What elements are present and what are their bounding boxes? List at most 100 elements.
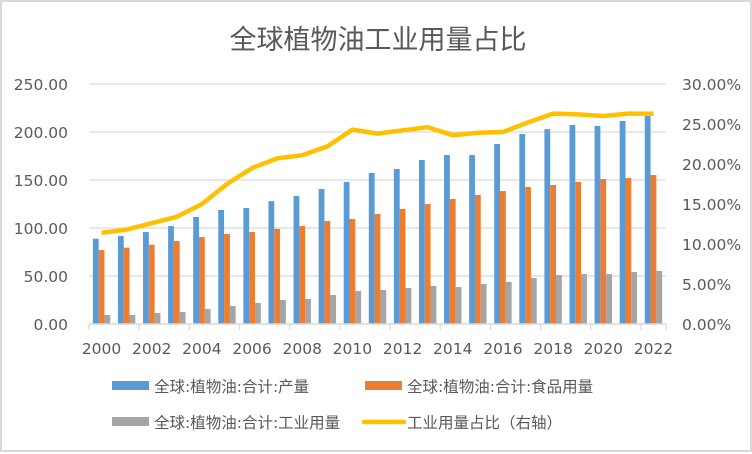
bar-industrial-use bbox=[581, 274, 587, 324]
bar-production bbox=[595, 126, 601, 324]
bar-industrial-use bbox=[330, 295, 336, 324]
bar-production bbox=[444, 155, 450, 324]
bar-industrial-use bbox=[405, 288, 411, 324]
x-axis-labels: 2000 2002 2004 2006 2008 2010 2012 2014 2016 2018… bbox=[82, 340, 673, 358]
y-tick-label: 250.00 bbox=[14, 76, 68, 94]
bar-production bbox=[93, 239, 99, 324]
x-tick-label: 2014 bbox=[433, 340, 472, 358]
legend-label: 全球:植物油:合计:产量 bbox=[154, 378, 309, 396]
bar-industrial-use bbox=[431, 286, 437, 324]
bar-food-use bbox=[224, 234, 230, 324]
bar-industrial-use bbox=[506, 282, 512, 324]
legend-swatch bbox=[365, 381, 402, 390]
bar-production bbox=[193, 217, 199, 324]
bar-food-use bbox=[350, 219, 356, 324]
bar-production bbox=[319, 189, 325, 324]
bar-food-use bbox=[575, 182, 581, 324]
x-tick-label: 2000 bbox=[82, 340, 121, 358]
bar-food-use bbox=[324, 221, 330, 324]
y2-tick-label: 30.00% bbox=[682, 76, 741, 94]
bar-industrial-use bbox=[631, 272, 637, 324]
bar-industrial-use bbox=[230, 306, 236, 324]
bar-industrial-use bbox=[456, 287, 462, 324]
bar-food-use bbox=[500, 191, 506, 324]
bar-industrial-use bbox=[130, 315, 136, 324]
x-tick-label: 2018 bbox=[533, 340, 572, 358]
legend-item: 全球:植物油:合计:工业用量 bbox=[112, 414, 340, 432]
bar-industrial-use bbox=[355, 291, 361, 324]
bar-production bbox=[620, 121, 626, 324]
bar-production bbox=[118, 236, 124, 324]
bar-food-use bbox=[425, 204, 431, 324]
bar-industrial-use bbox=[180, 312, 186, 324]
bar-food-use bbox=[600, 179, 606, 324]
bar-production bbox=[168, 226, 174, 324]
bar-production bbox=[344, 182, 350, 324]
bar-production bbox=[294, 196, 300, 324]
y-tick-label: 150.00 bbox=[14, 172, 68, 190]
bar-food-use bbox=[149, 245, 155, 324]
x-tick-label: 2020 bbox=[584, 340, 623, 358]
bar-production bbox=[645, 116, 651, 324]
bar-food-use bbox=[450, 199, 456, 324]
x-axis bbox=[89, 324, 666, 330]
x-tick-label: 2002 bbox=[132, 340, 171, 358]
bar-food-use bbox=[651, 175, 657, 324]
bar-industrial-use bbox=[606, 274, 612, 324]
bar-production bbox=[369, 173, 375, 324]
y2-tick-label: 5.00% bbox=[682, 276, 731, 294]
x-tick-label: 2012 bbox=[383, 340, 422, 358]
bar-production bbox=[569, 125, 575, 324]
y-tick-label: 0.00 bbox=[33, 316, 68, 334]
y-tick-label: 100.00 bbox=[14, 220, 68, 238]
bar-food-use bbox=[174, 241, 180, 324]
bar-production bbox=[268, 201, 274, 324]
bar-food-use bbox=[199, 237, 205, 324]
bar-industrial-use bbox=[656, 271, 662, 324]
y2-tick-label: 0.00% bbox=[682, 316, 731, 334]
bar-industrial-use bbox=[155, 313, 161, 324]
bar-industrial-use bbox=[531, 278, 537, 324]
bar-food-use bbox=[400, 209, 406, 324]
bar-production bbox=[519, 134, 525, 324]
bar-production bbox=[218, 210, 224, 324]
bar-food-use bbox=[299, 226, 305, 324]
x-tick-label: 2006 bbox=[232, 340, 271, 358]
bar-production bbox=[469, 155, 475, 324]
legend: 全球:植物油:合计:产量 全球:植物油:合计:食品用量全球:植物油:合计:工业用量… bbox=[112, 378, 593, 432]
x-tick-label: 2004 bbox=[182, 340, 221, 358]
legend-label: 全球:植物油:合计:食品用量 bbox=[407, 378, 593, 396]
x-tick-label: 2022 bbox=[634, 340, 673, 358]
legend-item: 全球:植物油:合计:食品用量 bbox=[365, 378, 593, 396]
bar-food-use bbox=[274, 229, 280, 324]
chart-title: 全球植物油工业用量占比 bbox=[230, 25, 527, 56]
bar-food-use bbox=[625, 178, 631, 324]
bar-production bbox=[243, 208, 249, 324]
x-tick-label: 2016 bbox=[483, 340, 522, 358]
bar-industrial-use bbox=[255, 303, 261, 324]
y-tick-label: 50.00 bbox=[24, 268, 68, 286]
bar-industrial-use bbox=[481, 284, 487, 324]
y2-tick-label: 15.00% bbox=[682, 196, 741, 214]
bar-industrial-use bbox=[280, 300, 286, 324]
bar-production bbox=[143, 232, 149, 324]
legend-swatch bbox=[112, 381, 149, 390]
bar-production bbox=[394, 169, 400, 324]
bar-food-use bbox=[375, 214, 381, 324]
x-tick-label: 2010 bbox=[333, 340, 372, 358]
bars bbox=[93, 116, 662, 324]
bar-industrial-use bbox=[380, 290, 386, 324]
y2-tick-label: 10.00% bbox=[682, 236, 741, 254]
legend-label: 全球:植物油:合计:工业用量 bbox=[154, 414, 340, 432]
bar-production bbox=[544, 129, 550, 324]
bar-food-use bbox=[550, 185, 556, 324]
bar-production bbox=[419, 160, 425, 324]
y2-tick-label: 25.00% bbox=[682, 116, 741, 134]
x-tick-label: 2008 bbox=[283, 340, 322, 358]
y-axis-right: 0.00%5.00%10.00%15.00%20.00%25.00%30.00% bbox=[682, 76, 741, 334]
bar-food-use bbox=[525, 187, 531, 324]
bar-food-use bbox=[475, 195, 481, 324]
